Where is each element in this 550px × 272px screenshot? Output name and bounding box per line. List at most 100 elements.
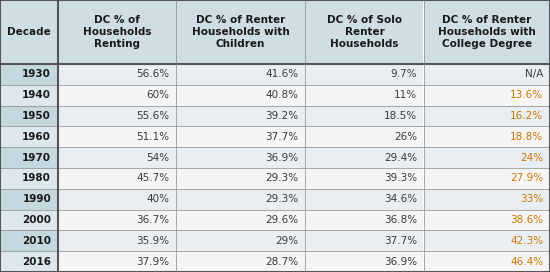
- Text: 16.2%: 16.2%: [510, 111, 543, 121]
- Bar: [176, 85, 305, 106]
- Bar: [305, 147, 424, 168]
- Bar: [424, 106, 550, 126]
- Text: 39.3%: 39.3%: [384, 173, 417, 183]
- Text: Decade: Decade: [7, 27, 51, 37]
- Text: 37.7%: 37.7%: [384, 236, 417, 246]
- Bar: [305, 106, 424, 126]
- Text: 1950: 1950: [22, 111, 51, 121]
- Bar: [305, 85, 424, 106]
- Bar: [424, 251, 550, 272]
- Bar: [58, 251, 176, 272]
- Bar: [0, 189, 58, 209]
- Text: 18.5%: 18.5%: [384, 111, 417, 121]
- Text: 1970: 1970: [22, 153, 51, 163]
- Text: 2016: 2016: [22, 256, 51, 267]
- Bar: [58, 147, 176, 168]
- Text: DC % of Solo
Renter
Households: DC % of Solo Renter Households: [327, 15, 402, 49]
- Text: 56.6%: 56.6%: [136, 69, 169, 79]
- Text: 42.3%: 42.3%: [510, 236, 543, 246]
- Bar: [305, 251, 424, 272]
- Bar: [176, 209, 305, 230]
- Bar: [0, 209, 58, 230]
- Bar: [424, 189, 550, 209]
- Bar: [176, 168, 305, 189]
- Bar: [424, 168, 550, 189]
- Text: DC % of Renter
Households with
Children: DC % of Renter Households with Children: [192, 15, 289, 49]
- Text: 54%: 54%: [146, 153, 169, 163]
- Bar: [58, 230, 176, 251]
- Bar: [58, 168, 176, 189]
- Text: 36.9%: 36.9%: [266, 153, 299, 163]
- Bar: [0, 230, 58, 251]
- Text: 1960: 1960: [22, 132, 51, 142]
- Bar: [58, 126, 176, 147]
- Bar: [176, 147, 305, 168]
- Bar: [58, 64, 176, 85]
- Bar: [176, 0, 305, 64]
- Bar: [305, 230, 424, 251]
- Bar: [424, 85, 550, 106]
- Text: 2000: 2000: [22, 215, 51, 225]
- Text: 29%: 29%: [276, 236, 299, 246]
- Bar: [424, 64, 550, 85]
- Bar: [0, 147, 58, 168]
- Text: 60%: 60%: [146, 90, 169, 100]
- Bar: [424, 147, 550, 168]
- Text: 26%: 26%: [394, 132, 417, 142]
- Text: 40%: 40%: [146, 194, 169, 204]
- Text: 1990: 1990: [23, 194, 51, 204]
- Text: 13.6%: 13.6%: [510, 90, 543, 100]
- Text: 29.3%: 29.3%: [266, 194, 299, 204]
- Bar: [176, 189, 305, 209]
- Text: 35.9%: 35.9%: [136, 236, 169, 246]
- Bar: [0, 64, 58, 85]
- Bar: [58, 85, 176, 106]
- Text: 29.4%: 29.4%: [384, 153, 417, 163]
- Text: 41.6%: 41.6%: [266, 69, 299, 79]
- Bar: [58, 189, 176, 209]
- Bar: [58, 0, 176, 64]
- Bar: [176, 64, 305, 85]
- Text: 2010: 2010: [22, 236, 51, 246]
- Text: 37.9%: 37.9%: [136, 256, 169, 267]
- Text: 1980: 1980: [22, 173, 51, 183]
- Text: 38.6%: 38.6%: [510, 215, 543, 225]
- Bar: [305, 64, 424, 85]
- Bar: [58, 209, 176, 230]
- Bar: [424, 0, 550, 64]
- Text: 37.7%: 37.7%: [266, 132, 299, 142]
- Text: 55.6%: 55.6%: [136, 111, 169, 121]
- Text: 18.8%: 18.8%: [510, 132, 543, 142]
- Bar: [305, 0, 424, 64]
- Text: 24%: 24%: [520, 153, 543, 163]
- Bar: [0, 0, 58, 64]
- Text: 33%: 33%: [520, 194, 543, 204]
- Bar: [176, 230, 305, 251]
- Text: 11%: 11%: [394, 90, 417, 100]
- Text: N/A: N/A: [525, 69, 543, 79]
- Text: 27.9%: 27.9%: [510, 173, 543, 183]
- Bar: [424, 126, 550, 147]
- Bar: [0, 251, 58, 272]
- Text: 1940: 1940: [22, 90, 51, 100]
- Bar: [0, 106, 58, 126]
- Bar: [0, 85, 58, 106]
- Text: 36.7%: 36.7%: [136, 215, 169, 225]
- Bar: [424, 230, 550, 251]
- Text: 34.6%: 34.6%: [384, 194, 417, 204]
- Bar: [58, 106, 176, 126]
- Text: 28.7%: 28.7%: [266, 256, 299, 267]
- Text: 9.7%: 9.7%: [390, 69, 417, 79]
- Text: 40.8%: 40.8%: [266, 90, 299, 100]
- Bar: [305, 189, 424, 209]
- Bar: [176, 126, 305, 147]
- Bar: [424, 209, 550, 230]
- Text: 45.7%: 45.7%: [136, 173, 169, 183]
- Text: 36.8%: 36.8%: [384, 215, 417, 225]
- Text: 51.1%: 51.1%: [136, 132, 169, 142]
- Bar: [176, 251, 305, 272]
- Text: DC % of
Households
Renting: DC % of Households Renting: [82, 15, 151, 49]
- Bar: [0, 126, 58, 147]
- Text: 29.6%: 29.6%: [266, 215, 299, 225]
- Text: 39.2%: 39.2%: [266, 111, 299, 121]
